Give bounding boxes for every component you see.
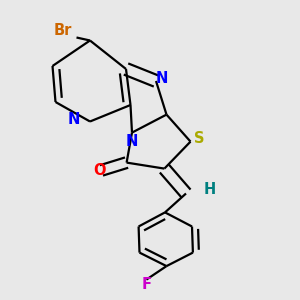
Text: O: O — [94, 163, 106, 178]
Text: N: N — [126, 134, 138, 149]
Text: Br: Br — [54, 23, 72, 38]
Text: F: F — [141, 277, 152, 292]
Text: S: S — [194, 131, 205, 146]
Text: N: N — [156, 71, 168, 86]
Text: H: H — [204, 182, 216, 197]
Text: N: N — [67, 112, 80, 128]
